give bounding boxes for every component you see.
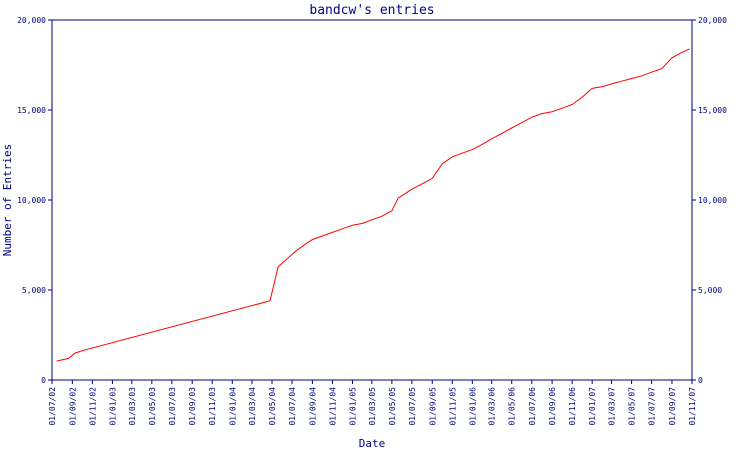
y-tick-label-right: 20,000 (698, 16, 727, 25)
x-tick-label: 01/11/05 (448, 387, 457, 426)
y-tick-label-right: 5,000 (698, 286, 722, 295)
y-tick-label-left: 10,000 (17, 196, 46, 205)
x-tick-label: 01/01/03 (108, 387, 117, 426)
x-tick-label: 01/11/06 (568, 387, 577, 426)
x-tick-label: 01/01/06 (468, 387, 477, 426)
x-tick-label: 01/11/04 (328, 387, 337, 426)
x-axis-title: Date (359, 437, 386, 450)
x-tick-label: 01/01/05 (348, 387, 357, 426)
x-tick-label: 01/11/03 (208, 387, 217, 426)
x-tick-label: 01/01/04 (228, 387, 237, 426)
x-tick-label: 01/09/03 (188, 387, 197, 426)
y-axis-title: Number of Entries (1, 144, 14, 257)
y-tick-label-right: 10,000 (698, 196, 727, 205)
x-tick-label: 01/09/07 (668, 387, 677, 426)
x-tick-label: 01/09/02 (68, 387, 77, 426)
y-tick-label-right: 15,000 (698, 106, 727, 115)
x-tick-label: 01/09/04 (308, 387, 317, 426)
x-tick-label: 01/05/03 (148, 387, 157, 426)
x-tick-label: 01/03/03 (128, 387, 137, 426)
series-layer (56, 48, 690, 362)
x-tick-label: 01/05/07 (628, 387, 637, 426)
x-tick-label: 01/07/03 (168, 387, 177, 426)
y-tick-label-left: 0 (41, 376, 46, 385)
x-tick-label: 01/01/07 (588, 387, 597, 426)
x-tick-label: 01/11/07 (688, 387, 697, 426)
x-tick-label: 01/11/02 (88, 387, 97, 426)
y-axis-right: 0 5,000 10,000 15,000 20,000 (692, 16, 727, 385)
y-tick-label-right: 0 (698, 376, 703, 385)
chart-title: bandcw's entries (309, 3, 434, 18)
x-tick-label: 01/03/04 (248, 387, 257, 426)
x-tick-label: 01/05/04 (268, 387, 277, 426)
y-tick-label-left: 5,000 (22, 286, 46, 295)
y-tick-label-left: 20,000 (17, 16, 46, 25)
x-tick-label: 01/03/05 (368, 387, 377, 426)
x-tick-label: 01/09/06 (548, 387, 557, 426)
x-tick-label: 01/09/05 (428, 387, 437, 426)
x-tick-label: 01/07/06 (528, 387, 537, 426)
x-tick-label: 01/07/07 (648, 387, 657, 426)
x-tick-label: 01/07/02 (48, 387, 57, 426)
plot-area-frame (51, 19, 693, 381)
x-axis: 01/07/02 01/09/02 01/11/02 01/01/03 01/03/03… (48, 380, 697, 426)
y-tick-label-left: 15,000 (17, 106, 46, 115)
x-tick-label: 01/07/04 (288, 387, 297, 426)
x-tick-label: 01/05/05 (388, 387, 397, 426)
x-tick-label: 01/07/05 (408, 387, 417, 426)
x-tick-label: 01/05/06 (508, 387, 517, 426)
x-tick-label: 01/03/07 (608, 387, 617, 426)
entries-series-line (56, 48, 690, 362)
y-axis-left: 0 5,000 10,000 15,000 20,000 (17, 16, 52, 385)
x-tick-label: 01/03/06 (488, 387, 497, 426)
